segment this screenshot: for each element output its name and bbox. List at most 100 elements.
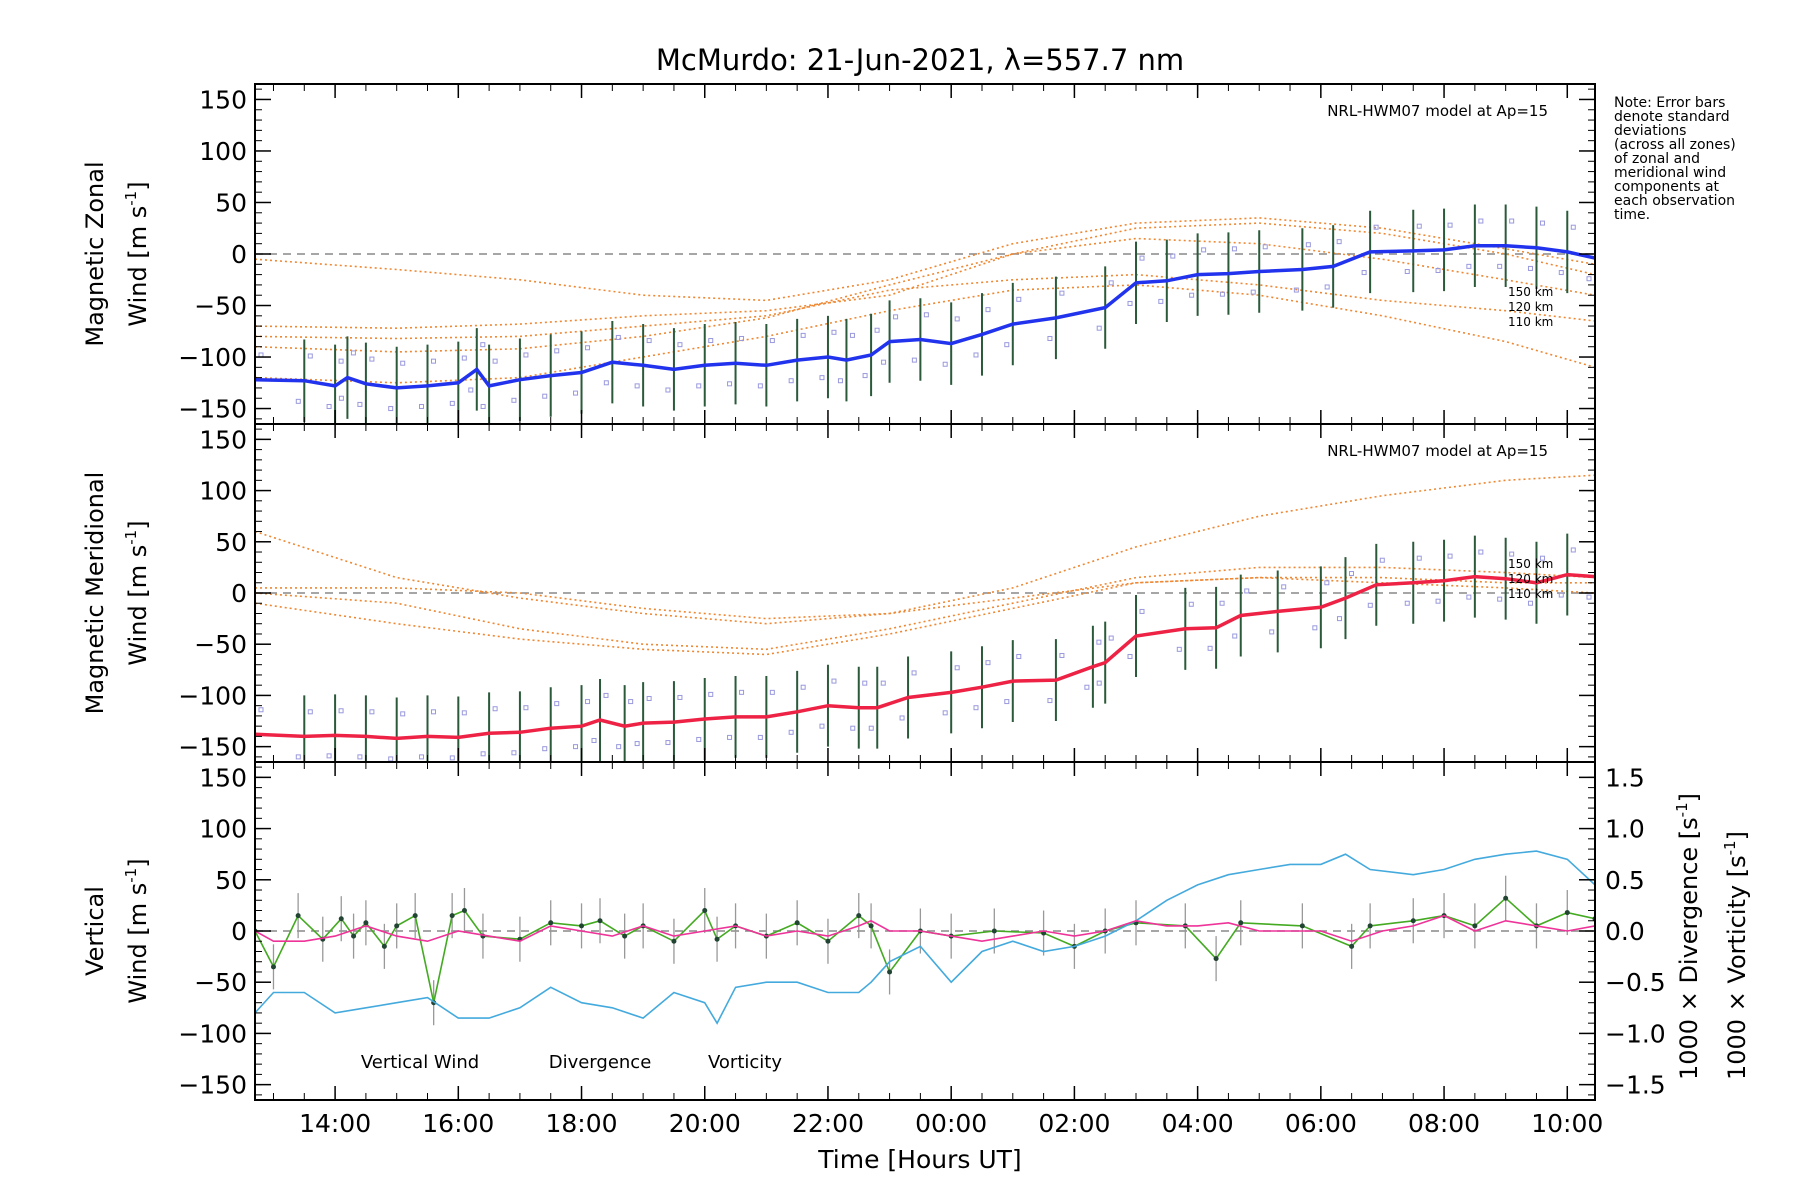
zone-sample (1466, 594, 1472, 600)
y-tick-label: 0 (231, 917, 247, 946)
series-vertical-wind (255, 897, 1595, 1003)
superscript: -1 (1673, 802, 1691, 817)
zone-sample (1127, 654, 1133, 660)
right-tick-label: 1.5 (1605, 763, 1645, 792)
zone-sample (1447, 222, 1453, 228)
zone-sample (1201, 247, 1207, 253)
zone-sample (1004, 699, 1010, 705)
y-tick-label: 50 (215, 866, 247, 895)
zone-sample (1373, 224, 1379, 230)
series-vorticity (255, 914, 1595, 943)
legend-vertical-wind: Vertical Wind (361, 1052, 479, 1073)
zone-sample (1435, 598, 1441, 604)
zone-sample (1466, 263, 1472, 269)
bracket: ] (124, 858, 152, 867)
zone-sample (788, 378, 794, 384)
legend-vorticity: Vorticity (708, 1052, 782, 1073)
zone-sample (591, 737, 597, 743)
zone-sample (492, 706, 498, 712)
zone-sample (1312, 625, 1318, 631)
zone-sample (1139, 255, 1145, 261)
zone-sample (542, 393, 548, 399)
vertical-wind-point (1564, 910, 1570, 916)
vertical-wind-point (1213, 956, 1219, 962)
zone-sample (307, 353, 313, 359)
x-tick-label: 04:00 (1162, 1109, 1234, 1138)
vertical-wind-point (1410, 918, 1416, 924)
x-tick-label: 18:00 (546, 1109, 618, 1138)
model-curve (255, 566, 1595, 651)
x-tick-label: 22:00 (792, 1109, 864, 1138)
zone-sample (1269, 629, 1275, 635)
zone-sample (511, 397, 517, 403)
zone-sample (911, 357, 917, 363)
zone-sample (1416, 223, 1422, 229)
y-tick-label: 100 (199, 477, 247, 506)
y-axis-label-line1: Vertical (81, 886, 109, 976)
zone-sample (388, 406, 394, 412)
zone-sample (585, 345, 591, 351)
bracket: ] (1723, 831, 1751, 840)
vertical-wind-point (461, 908, 467, 914)
zone-sample (1016, 296, 1022, 302)
x-tick-label: 06:00 (1285, 1109, 1357, 1138)
zone-sample (696, 736, 702, 742)
zone-sample (1108, 280, 1114, 286)
y-axis-label-line2: Wind [m s-1] (122, 858, 152, 1003)
zone-sample (326, 753, 332, 759)
zone-sample (634, 741, 640, 747)
zone-sample (1059, 290, 1065, 296)
zone-sample (677, 342, 683, 348)
zone-sample (1219, 291, 1225, 297)
model-label: NRL-HWM07 model at Ap=15 (1327, 442, 1548, 460)
panel-vertical: Vertical Wind Divergence Vorticity −1.5 −1.0… (81, 761, 1751, 1101)
x-tick-label: 02:00 (1038, 1109, 1110, 1138)
zone-sample (480, 751, 486, 757)
zone-sample (554, 701, 560, 707)
y-axis-label-line1: Magnetic Meridional (81, 472, 109, 715)
wind-series-line (255, 572, 1595, 741)
zone-sample (1324, 284, 1330, 290)
vertical-wind-point (868, 923, 874, 929)
zone-sample (769, 338, 775, 344)
zone-sample (1047, 335, 1053, 341)
y-tick-label: 150 (199, 85, 247, 114)
zone-sample (1244, 588, 1250, 594)
zone-sample (1497, 596, 1503, 602)
zone-sample (603, 692, 609, 698)
vertical-wind-point (412, 913, 418, 919)
zone-sample (1336, 616, 1342, 622)
vertical-wind-point (991, 928, 997, 934)
zone-sample (985, 660, 991, 666)
y-tick-label: 0 (231, 579, 247, 608)
zone-sample (480, 342, 486, 348)
right-tick-label: 1.0 (1605, 815, 1645, 844)
zone-sample (1305, 242, 1311, 248)
zone-sample (942, 361, 948, 367)
zone-sample (911, 670, 917, 676)
y-tick-label: −50 (194, 630, 247, 659)
km-label: 110 km (1508, 587, 1553, 601)
km-label: 110 km (1508, 315, 1553, 329)
zone-sample (880, 680, 886, 686)
zone-sample (307, 709, 313, 715)
zone-sample (431, 358, 437, 364)
zone-sample (258, 707, 264, 713)
vertical-wind-point (671, 938, 677, 944)
zone-sample (665, 387, 671, 393)
x-axis-label: Time [Hours UT] (817, 1145, 1021, 1174)
zone-sample (1599, 550, 1603, 554)
zone-sample (954, 316, 960, 322)
superscript: -1 (122, 191, 140, 206)
note-line: meridional wind (1614, 165, 1726, 181)
zone-sample (369, 356, 375, 362)
note-line: time. (1614, 207, 1650, 223)
zone-sample (542, 746, 548, 752)
zone-sample (1127, 300, 1133, 306)
km-label: 120 km (1508, 572, 1553, 586)
zone-sample (1324, 580, 1330, 586)
zone-sample (326, 403, 332, 409)
